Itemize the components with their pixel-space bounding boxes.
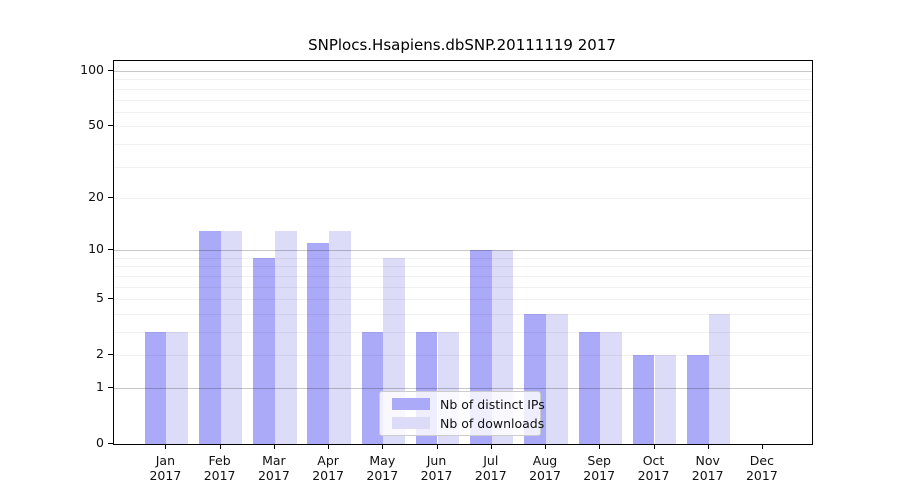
x-tick-label-may: May 2017 xyxy=(366,453,399,483)
legend-item-distinct-ips: Nb of distinct IPs xyxy=(380,397,545,412)
legend-item-downloads: Nb of downloads xyxy=(380,416,544,431)
bar-ips-apr xyxy=(307,243,330,444)
x-tick-jul xyxy=(490,444,492,449)
chart-title: SNPlocs.Hsapiens.dbSNP.20111119 2017 xyxy=(308,36,616,54)
bar-downloads-mar xyxy=(274,230,297,444)
legend-label-ips: Nb of distinct IPs xyxy=(440,396,545,412)
x-tick-label-mar: Mar 2017 xyxy=(257,453,290,483)
x-tick-label-apr: Apr 2017 xyxy=(312,453,344,483)
bar-downloads-sep xyxy=(600,332,622,444)
y-tick-label-5: 5 xyxy=(96,290,104,306)
bar-downloads-aug xyxy=(546,313,568,444)
x-tick-apr xyxy=(328,444,330,449)
y-tick-10 xyxy=(108,249,113,251)
bar-downloads-apr xyxy=(329,230,351,444)
x-tick-label-jul: Jul 2017 xyxy=(474,453,507,483)
bar-ips-may xyxy=(361,332,384,444)
legend: Nb of distinct IPs Nb of downloads xyxy=(379,391,545,436)
y-tick-label-2: 2 xyxy=(96,346,104,362)
y-tick-label-50: 50 xyxy=(88,117,104,133)
y-tick-20 xyxy=(108,196,113,198)
y-tick-100 xyxy=(108,70,113,71)
y-tick-1 xyxy=(108,387,113,388)
y-tick-0 xyxy=(108,443,113,444)
bar-downloads-jan xyxy=(166,332,189,444)
bar-ips-mar xyxy=(253,257,275,444)
bar-ips-jan xyxy=(144,332,167,444)
y-tick-label-1: 1 xyxy=(96,379,104,394)
x-tick-dec xyxy=(761,444,763,449)
bar-downloads-nov xyxy=(708,313,731,444)
legend-label-downloads: Nb of downloads xyxy=(440,415,545,431)
x-tick-may xyxy=(382,444,384,449)
y-tick-2 xyxy=(108,354,113,356)
x-tick-label-jun: Jun 2017 xyxy=(420,453,453,483)
x-tick-jan xyxy=(165,444,167,449)
x-tick-feb xyxy=(219,444,221,449)
x-tick-label-nov: Nov 2017 xyxy=(691,453,724,483)
x-tick-label-dec: Dec 2017 xyxy=(745,453,778,483)
x-tick-label-jan: Jan 2017 xyxy=(149,453,182,483)
x-tick-label-sep: Sep 2017 xyxy=(583,453,616,483)
plot-area: Nb of distinct IPs Nb of downloads xyxy=(113,60,813,445)
bar-ips-oct xyxy=(632,355,655,444)
x-tick-sep xyxy=(599,444,601,449)
bars-layer xyxy=(114,61,812,444)
x-tick-nov xyxy=(707,444,709,449)
x-tick-label-feb: Feb 2017 xyxy=(203,453,236,483)
y-tick-5 xyxy=(108,298,113,300)
x-tick-label-oct: Oct 2017 xyxy=(637,453,670,483)
legend-swatch-ips xyxy=(392,398,430,410)
bar-downloads-oct xyxy=(654,355,677,444)
x-tick-jun xyxy=(436,444,438,449)
x-tick-aug xyxy=(545,444,546,449)
bar-ips-sep xyxy=(578,332,601,444)
y-tick-label-100: 100 xyxy=(80,62,104,77)
x-tick-mar xyxy=(273,444,275,449)
bar-downloads-feb xyxy=(220,230,243,444)
x-tick-oct xyxy=(653,444,655,449)
bar-ips-feb xyxy=(198,230,221,444)
y-tick-label-20: 20 xyxy=(88,188,104,204)
legend-swatch-downloads xyxy=(392,417,430,429)
bar-ips-nov xyxy=(687,355,709,444)
x-tick-label-aug: Aug 2017 xyxy=(529,453,561,483)
y-tick-label-10: 10 xyxy=(88,241,104,257)
y-tick-50 xyxy=(108,125,113,127)
y-tick-label-0: 0 xyxy=(96,435,104,450)
